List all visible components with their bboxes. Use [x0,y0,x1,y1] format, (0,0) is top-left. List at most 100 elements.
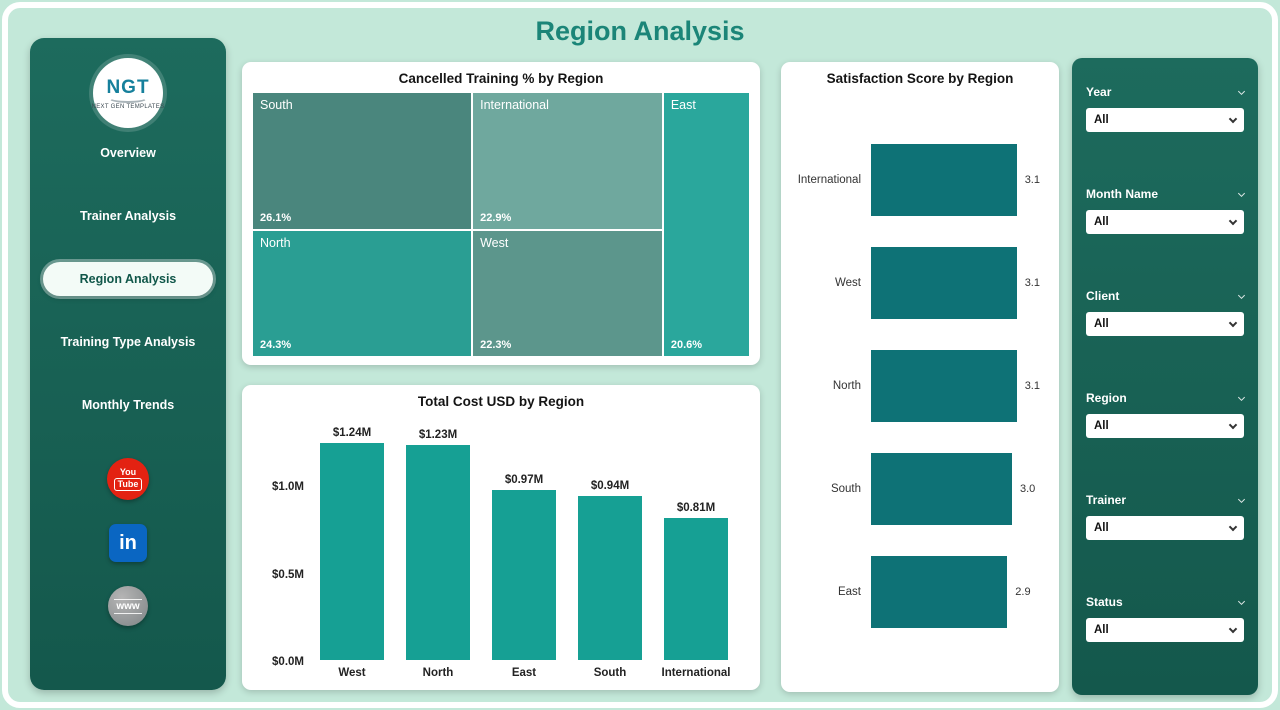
linkedin-text: in [119,531,137,554]
bar-value-label: $1.24M [332,427,372,439]
treemap-cell-north[interactable]: North 24.3% [252,229,473,357]
logo-subtext: NEXT GEN TEMPLATES [91,103,165,110]
filter-group-month-name: Month Name All [1086,186,1246,234]
filter-select-year[interactable]: All [1086,108,1244,132]
linkedin-icon[interactable]: in [109,524,147,562]
chevron-down-icon [1228,522,1238,531]
chevron-down-icon[interactable] [1237,393,1246,401]
chevron-down-icon[interactable] [1237,597,1246,605]
filter-label-month-name: Month Name [1086,187,1158,201]
chevron-down-icon[interactable] [1237,291,1246,299]
hbar-category-label: East [837,586,861,598]
filter-label-region: Region [1086,391,1127,405]
hbar-row-international: International 3.1 [789,144,1055,216]
filter-select-month-name[interactable]: All [1086,210,1244,234]
bar-group-international: $0.81M International [662,427,731,679]
bar-category-label: North [422,667,454,679]
bar-value-label: $1.23M [418,428,458,441]
chevron-down-icon[interactable] [1237,87,1246,95]
nav-sidebar: NGT NEXT GEN TEMPLATES Overview Trainer A… [30,38,226,690]
treemap-title: Cancelled Training % by Region [398,71,604,86]
filter-selected-value: All [1094,624,1109,636]
chevron-down-icon[interactable] [1237,495,1246,503]
sidebar-item-trainer-analysis[interactable]: Trainer Analysis [79,209,177,223]
treemap-cell-label: East [670,98,696,112]
filter-list: Year All Month Name All Client All Region All Tr… [1072,58,1258,642]
filter-selected-value: All [1094,318,1109,330]
bar-value-label: $0.97M [504,474,544,487]
y-axis-tick: $0.5M [272,568,304,581]
chevron-down-icon [1228,216,1238,225]
chevron-down-icon[interactable] [1237,189,1246,197]
hbar-north[interactable] [871,350,1017,422]
youtube-icon[interactable]: You Tube [107,458,149,500]
chevron-down-icon [1228,420,1238,429]
treemap-cell-value: 20.6% [670,339,703,351]
hbar-category-label: North [832,380,861,392]
ngt-logo: NGT NEXT GEN TEMPLATES [91,58,165,128]
hbar-east[interactable] [871,556,1008,628]
treemap: South 26.1% International 22.9% East 20.6% Nor… [252,92,750,357]
treemap-cell-value: 24.3% [260,338,292,351]
page-title: Region Analysis [535,16,745,46]
hbar-value-label: 3.1 [1024,380,1040,392]
bar-group-north: $1.23M North [406,427,470,679]
bar-north[interactable] [406,444,470,660]
hbar-international[interactable] [871,144,1017,216]
hbar-category-label: South [830,483,861,495]
bar-east[interactable] [492,490,556,660]
bar-chart-title: Total Cost USD by Region [417,394,585,409]
hbar-value-label: 3.1 [1024,174,1040,186]
chevron-down-icon [1228,318,1238,327]
bar-category-label: International [661,667,731,679]
filter-label-trainer: Trainer [1086,493,1127,507]
hbar-value-label: 2.9 [1015,586,1031,598]
filter-select-region[interactable]: All [1086,414,1244,438]
bar-value-label: $0.94M [590,479,630,492]
bar-west[interactable] [320,443,384,660]
bar-group-west: $1.24M West [320,427,384,679]
filter-header-year: Year [1086,84,1246,100]
treemap-cell-international[interactable]: International 22.9% [472,92,663,230]
filter-select-status[interactable]: All [1086,618,1244,642]
youtube-text-you: You [119,467,137,478]
filter-panel: Year All Month Name All Client All Region All Tr… [1072,58,1258,695]
filter-selected-value: All [1094,420,1109,432]
hbar-category-label: West [835,277,861,289]
chevron-down-icon [1228,624,1238,633]
sidebar-item-region-analysis[interactable]: Region Analysis [43,262,213,296]
sidebar-item-monthly-trends[interactable]: Monthly Trends [81,398,175,412]
sidebar-item-training-type-analysis[interactable]: Training Type Analysis [60,335,196,349]
filter-header-month-name: Month Name [1086,186,1246,202]
treemap-cell-west[interactable]: West 22.3% [472,229,663,357]
filter-select-client[interactable]: All [1086,312,1244,336]
hbar-category-label: International [797,174,861,186]
filter-header-client: Client [1086,288,1246,304]
bar-y-axis: $0.0M $0.5M $1.0M [250,427,312,668]
globe-icon[interactable]: www [108,586,148,626]
treemap-cell-label: International [480,98,549,112]
hbar-row-north: North 3.1 [789,350,1055,422]
filter-label-year: Year [1086,85,1112,99]
bar-group-south: $0.94M South [578,427,642,679]
globe-text: www [114,598,142,614]
hbar-value-label: 3.1 [1024,277,1040,289]
treemap-cell-label: North [260,235,291,250]
logo-text: NGT [106,76,150,98]
bar-group-east: $0.97M East [492,427,556,679]
treemap-cell-south[interactable]: South 26.1% [252,92,473,230]
hbar-south[interactable] [871,453,1012,525]
sidebar-item-overview[interactable]: Overview [100,146,156,160]
hbar-west[interactable] [871,247,1017,319]
bar-international[interactable] [664,518,728,660]
filter-header-region: Region [1086,390,1246,406]
treemap-cell-value: 26.1% [260,211,292,224]
filter-select-trainer[interactable]: All [1086,516,1244,540]
satisfaction-card: Satisfaction Score by Region Internation… [781,62,1059,692]
treemap-cell-east[interactable]: East 20.6% [662,92,750,357]
filter-group-year: Year All [1086,84,1246,132]
hbar-value-label: 3.0 [1020,483,1036,495]
bar-south[interactable] [578,495,642,660]
hbar-row-west: West 3.1 [789,247,1055,319]
bar-category-label: West [338,667,366,679]
